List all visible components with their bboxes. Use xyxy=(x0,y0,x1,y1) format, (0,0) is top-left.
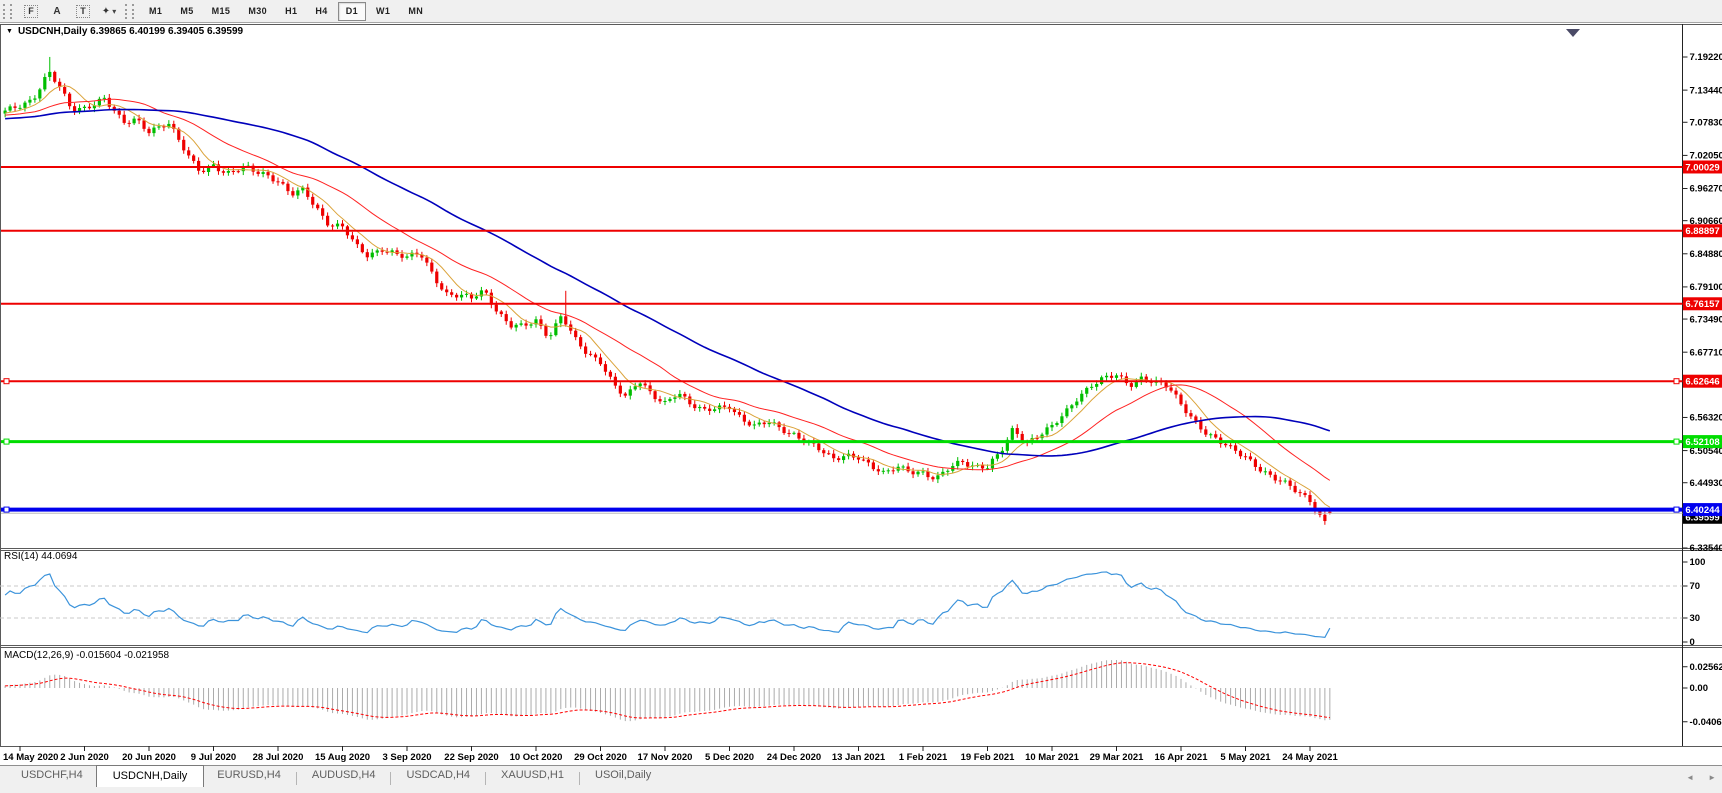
price-axis-tick: 6.44930 xyxy=(1690,478,1722,489)
date-axis-tick: 16 Apr 2021 xyxy=(1155,752,1209,763)
price-axis-tick: 6.84880 xyxy=(1690,249,1722,260)
date-axis-tick: 28 Jul 2020 xyxy=(253,752,304,763)
date-axis-tick: 14 May 2020 xyxy=(3,752,58,763)
chart-tab-xauusd-h1[interactable]: XAUUSD,H1 xyxy=(501,769,564,781)
macd-axis-tick: 0.02562 xyxy=(1690,662,1722,673)
moving-average-7[interactable] xyxy=(5,85,1331,508)
date-axis-tick: 13 Jan 2021 xyxy=(832,752,886,763)
timeframe-button-m5[interactable]: M5 xyxy=(180,6,194,16)
fibonacci-icon: F xyxy=(24,4,38,18)
fibonacci-tool-button[interactable]: F xyxy=(19,1,43,21)
shapes-icon: ✦ xyxy=(101,5,111,17)
rsi-axis-tick: 30 xyxy=(1690,613,1701,624)
chart-tab-bar: USDCHF,H4 USDCNH,Daily EURUSD,H4 AUDUSD,H4 U… xyxy=(0,765,1722,793)
date-axis-tick: 15 Aug 2020 xyxy=(315,752,370,763)
rsi-indicator-label: RSI(14) 44.0694 xyxy=(4,551,78,562)
shapes-tool-button[interactable]: ✦ ▾ xyxy=(97,1,121,21)
chart-canvas[interactable]: 7.19220 7.13440 7.07830 7.02050 6.96270 6.906… xyxy=(0,0,1722,765)
date-axis-tick: 29 Oct 2020 xyxy=(574,752,627,763)
dropdown-caret-icon[interactable]: ▾ xyxy=(112,6,117,16)
price-axis-tick: 6.56320 xyxy=(1690,413,1722,424)
timeframe-button-m15[interactable]: M15 xyxy=(211,6,231,16)
price-axis-tick: 6.96270 xyxy=(1690,184,1722,195)
macd-histogram xyxy=(4,660,1331,722)
chart-title-text: USDCNH,Daily 6.39865 6.40199 6.39405 6.3… xyxy=(17,26,244,37)
tab-scroll-left-icon[interactable]: ◄ xyxy=(1686,773,1695,782)
macd-axis-tick: -0.04068 xyxy=(1690,717,1722,728)
macd-indicator-label: MACD(12,26,9) -0.015604 -0.021958 xyxy=(4,650,170,661)
chart-title: ▼ USDCNH,Daily 6.39865 6.40199 6.39405 6… xyxy=(6,26,243,37)
rsi-axis-tick: 0 xyxy=(1690,637,1695,648)
text-tool-button[interactable]: A xyxy=(45,1,69,21)
timeframe-button-m30[interactable]: M30 xyxy=(248,6,268,16)
text-label-icon: T xyxy=(76,4,90,18)
tab-separator xyxy=(295,772,297,785)
price-axis-tick: 6.50540 xyxy=(1690,446,1722,457)
price-axis-tick: 6.79100 xyxy=(1690,282,1722,293)
moving-average-55[interactable] xyxy=(5,108,1331,457)
moving-average-22[interactable] xyxy=(5,98,1331,481)
date-axis-tick: 9 Jul 2020 xyxy=(191,752,236,763)
timeframe-button-mn[interactable]: MN xyxy=(408,6,424,16)
chart-tab-audusd-h4[interactable]: AUDUSD,H4 xyxy=(311,769,376,781)
tab-separator xyxy=(579,772,580,785)
price-level-label: 6.76157 xyxy=(1685,299,1719,310)
date-axis-tick: 5 May 2021 xyxy=(1220,752,1271,763)
chart-dropdown-icon[interactable]: ▼ xyxy=(6,28,13,35)
price-axis-tick: 6.67710 xyxy=(1690,347,1722,358)
price-level-label: 6.52108 xyxy=(1685,437,1719,448)
chart-tab-eurusd-h4[interactable]: EURUSD,H4 xyxy=(217,769,281,781)
date-axis-tick: 1 Feb 2021 xyxy=(899,752,948,763)
price-axis-tick: 6.73490 xyxy=(1690,314,1722,325)
scroll-end-marker-icon xyxy=(1566,29,1580,37)
chart-tab-usdchf-h4[interactable]: USDCHF,H4 xyxy=(21,769,83,781)
date-axis-tick: 19 Feb 2021 xyxy=(961,752,1016,763)
toolbar-grip[interactable] xyxy=(125,3,134,19)
price-axis-tick: 7.19220 xyxy=(1690,52,1722,63)
chart-tab-usdcnh-daily[interactable]: USDCNH,Daily xyxy=(95,765,205,787)
text-label-tool-button[interactable]: T xyxy=(71,1,95,21)
date-axis-tick: 10 Oct 2020 xyxy=(510,752,563,763)
date-axis-tick: 29 Mar 2021 xyxy=(1090,752,1145,763)
date-axis-tick: 3 Sep 2020 xyxy=(382,752,431,763)
tab-separator xyxy=(390,772,392,785)
macd-signal-line[interactable] xyxy=(5,662,1330,719)
timeframe-button-w1[interactable]: W1 xyxy=(376,6,391,16)
date-axis-tick: 2 Jun 2020 xyxy=(60,752,109,763)
tab-scroll-right-icon[interactable]: ► xyxy=(1708,773,1716,782)
timeframe-button-m1[interactable]: M1 xyxy=(149,6,163,16)
timeframe-button-h4[interactable]: H4 xyxy=(315,6,328,16)
tab-separator xyxy=(485,772,487,785)
price-level-label: 7.00029 xyxy=(1685,162,1719,173)
price-axis-tick: 6.90660 xyxy=(1690,216,1722,227)
top-toolbar: F A T ✦ ▾ M1 M5 M15 M30 H1 H4 D1 W1 MN xyxy=(0,0,1722,23)
price-level-label: 6.40244 xyxy=(1685,505,1720,516)
chart-tab-usoil-daily[interactable]: USOil,Daily xyxy=(595,769,652,781)
rsi-line[interactable] xyxy=(4,571,1331,639)
price-axis-tick: 6.33540 xyxy=(1690,543,1722,554)
date-axis-tick: 24 Dec 2020 xyxy=(767,752,821,763)
price-axis-tick: 7.07830 xyxy=(1690,117,1722,128)
chart-tab-usdcad-h4[interactable]: USDCAD,H4 xyxy=(406,769,471,781)
price-level-label: 6.39599 xyxy=(1685,513,1719,524)
date-axis-tick: 24 May 2021 xyxy=(1282,752,1338,763)
price-axis-tick: 7.02050 xyxy=(1690,151,1722,162)
timeframe-button-h1[interactable]: H1 xyxy=(285,6,298,16)
timeframe-button-d1[interactable]: D1 xyxy=(337,1,366,21)
price-level-label: 6.62646 xyxy=(1685,377,1719,388)
date-axis-tick: 17 Nov 2020 xyxy=(638,752,693,763)
macd-axis-tick: 0.00 xyxy=(1690,683,1709,694)
price-axis-tick: 7.13440 xyxy=(1690,85,1722,96)
text-icon: A xyxy=(53,5,61,17)
date-axis-tick: 20 Jun 2020 xyxy=(122,752,176,763)
date-axis-tick: 10 Mar 2021 xyxy=(1025,752,1080,763)
rsi-axis-tick: 70 xyxy=(1690,581,1701,592)
date-axis-tick: 22 Sep 2020 xyxy=(444,752,498,763)
rsi-axis-tick: 100 xyxy=(1690,557,1706,568)
toolbar-grip[interactable] xyxy=(3,3,12,19)
price-level-label: 6.88897 xyxy=(1685,226,1719,237)
date-axis-tick: 5 Dec 2020 xyxy=(705,752,754,763)
